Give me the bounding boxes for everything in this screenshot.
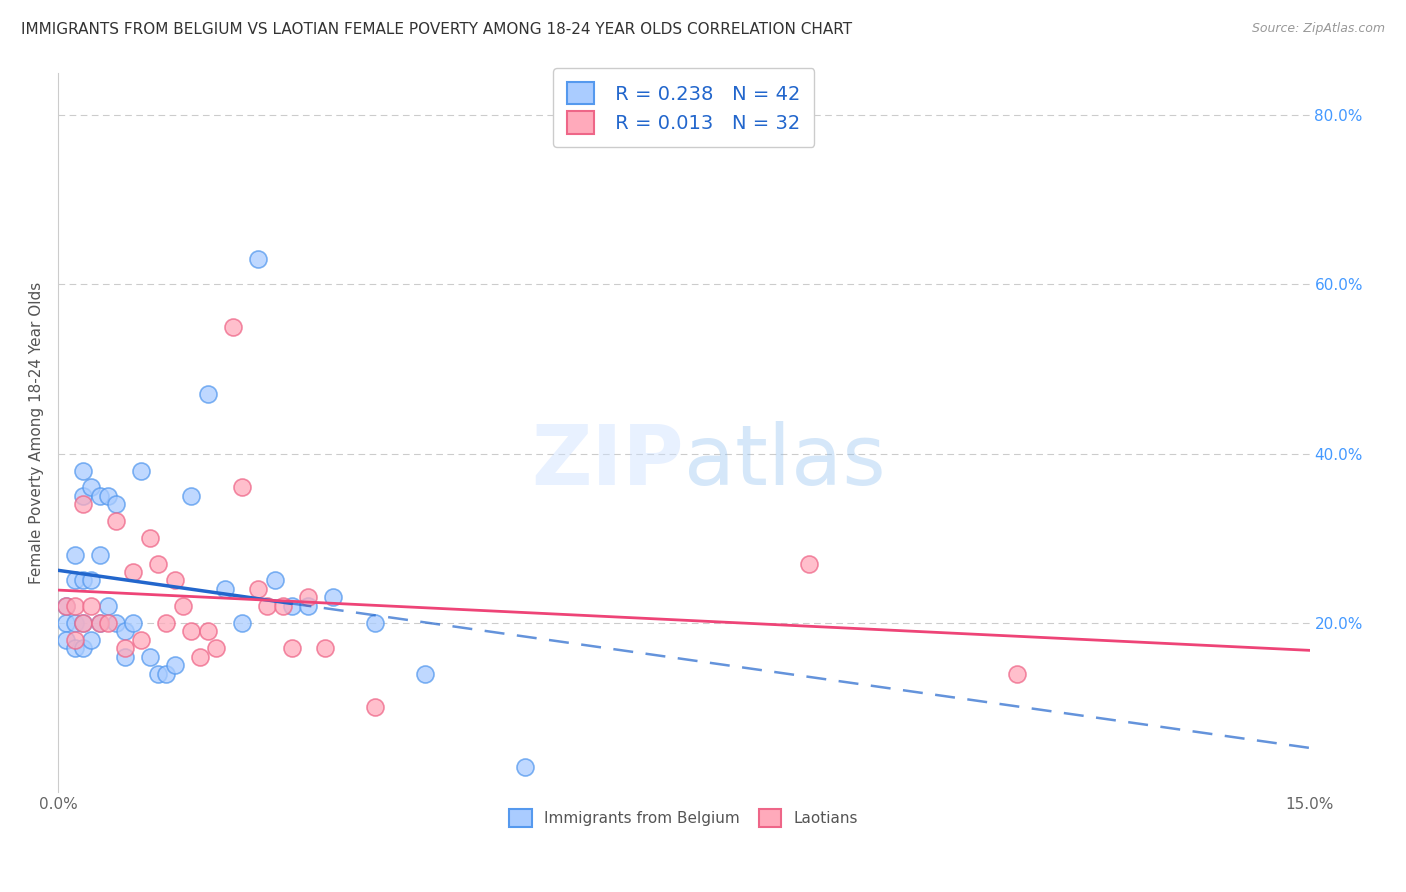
Point bbox=[114, 641, 136, 656]
Point bbox=[163, 658, 186, 673]
Point bbox=[80, 599, 103, 613]
Text: atlas: atlas bbox=[683, 421, 886, 501]
Point bbox=[80, 574, 103, 588]
Point bbox=[364, 700, 387, 714]
Point bbox=[105, 615, 128, 630]
Point bbox=[80, 480, 103, 494]
Point bbox=[256, 599, 278, 613]
Point bbox=[146, 557, 169, 571]
Point bbox=[72, 615, 94, 630]
Point bbox=[97, 489, 120, 503]
Point bbox=[72, 641, 94, 656]
Point bbox=[188, 649, 211, 664]
Point bbox=[231, 480, 253, 494]
Point bbox=[322, 591, 344, 605]
Point bbox=[155, 666, 177, 681]
Point bbox=[72, 489, 94, 503]
Y-axis label: Female Poverty Among 18-24 Year Olds: Female Poverty Among 18-24 Year Olds bbox=[30, 281, 44, 583]
Point bbox=[63, 632, 86, 647]
Point bbox=[413, 666, 436, 681]
Point bbox=[72, 497, 94, 511]
Point bbox=[163, 574, 186, 588]
Point bbox=[97, 599, 120, 613]
Point bbox=[271, 599, 294, 613]
Point bbox=[63, 641, 86, 656]
Point bbox=[63, 615, 86, 630]
Point bbox=[222, 319, 245, 334]
Point bbox=[314, 641, 336, 656]
Point bbox=[114, 624, 136, 639]
Point bbox=[280, 599, 302, 613]
Point bbox=[63, 548, 86, 562]
Point bbox=[180, 489, 202, 503]
Point bbox=[72, 574, 94, 588]
Point bbox=[364, 615, 387, 630]
Point bbox=[138, 531, 160, 545]
Point bbox=[131, 632, 153, 647]
Legend: Immigrants from Belgium, Laotians: Immigrants from Belgium, Laotians bbox=[502, 802, 866, 835]
Point bbox=[231, 615, 253, 630]
Point bbox=[122, 565, 145, 579]
Point bbox=[247, 252, 270, 266]
Point bbox=[297, 599, 319, 613]
Point bbox=[131, 464, 153, 478]
Point bbox=[155, 615, 177, 630]
Text: ZIP: ZIP bbox=[531, 421, 683, 501]
Point bbox=[55, 599, 77, 613]
Point bbox=[1007, 666, 1029, 681]
Point bbox=[89, 489, 111, 503]
Point bbox=[89, 548, 111, 562]
Point bbox=[247, 582, 270, 596]
Point bbox=[89, 615, 111, 630]
Point bbox=[89, 615, 111, 630]
Point bbox=[146, 666, 169, 681]
Point bbox=[172, 599, 194, 613]
Point bbox=[297, 591, 319, 605]
Point bbox=[205, 641, 228, 656]
Point bbox=[63, 599, 86, 613]
Point bbox=[105, 497, 128, 511]
Point bbox=[55, 599, 77, 613]
Point bbox=[105, 514, 128, 528]
Point bbox=[214, 582, 236, 596]
Point bbox=[264, 574, 287, 588]
Point bbox=[515, 759, 537, 773]
Point bbox=[55, 632, 77, 647]
Text: Source: ZipAtlas.com: Source: ZipAtlas.com bbox=[1251, 22, 1385, 36]
Point bbox=[280, 641, 302, 656]
Point bbox=[797, 557, 820, 571]
Point bbox=[197, 387, 219, 401]
Point bbox=[180, 624, 202, 639]
Point bbox=[72, 464, 94, 478]
Point bbox=[114, 649, 136, 664]
Point bbox=[138, 649, 160, 664]
Point bbox=[63, 574, 86, 588]
Point bbox=[55, 615, 77, 630]
Point bbox=[197, 624, 219, 639]
Point bbox=[80, 632, 103, 647]
Point bbox=[72, 615, 94, 630]
Text: IMMIGRANTS FROM BELGIUM VS LAOTIAN FEMALE POVERTY AMONG 18-24 YEAR OLDS CORRELAT: IMMIGRANTS FROM BELGIUM VS LAOTIAN FEMAL… bbox=[21, 22, 852, 37]
Point bbox=[97, 615, 120, 630]
Point bbox=[122, 615, 145, 630]
